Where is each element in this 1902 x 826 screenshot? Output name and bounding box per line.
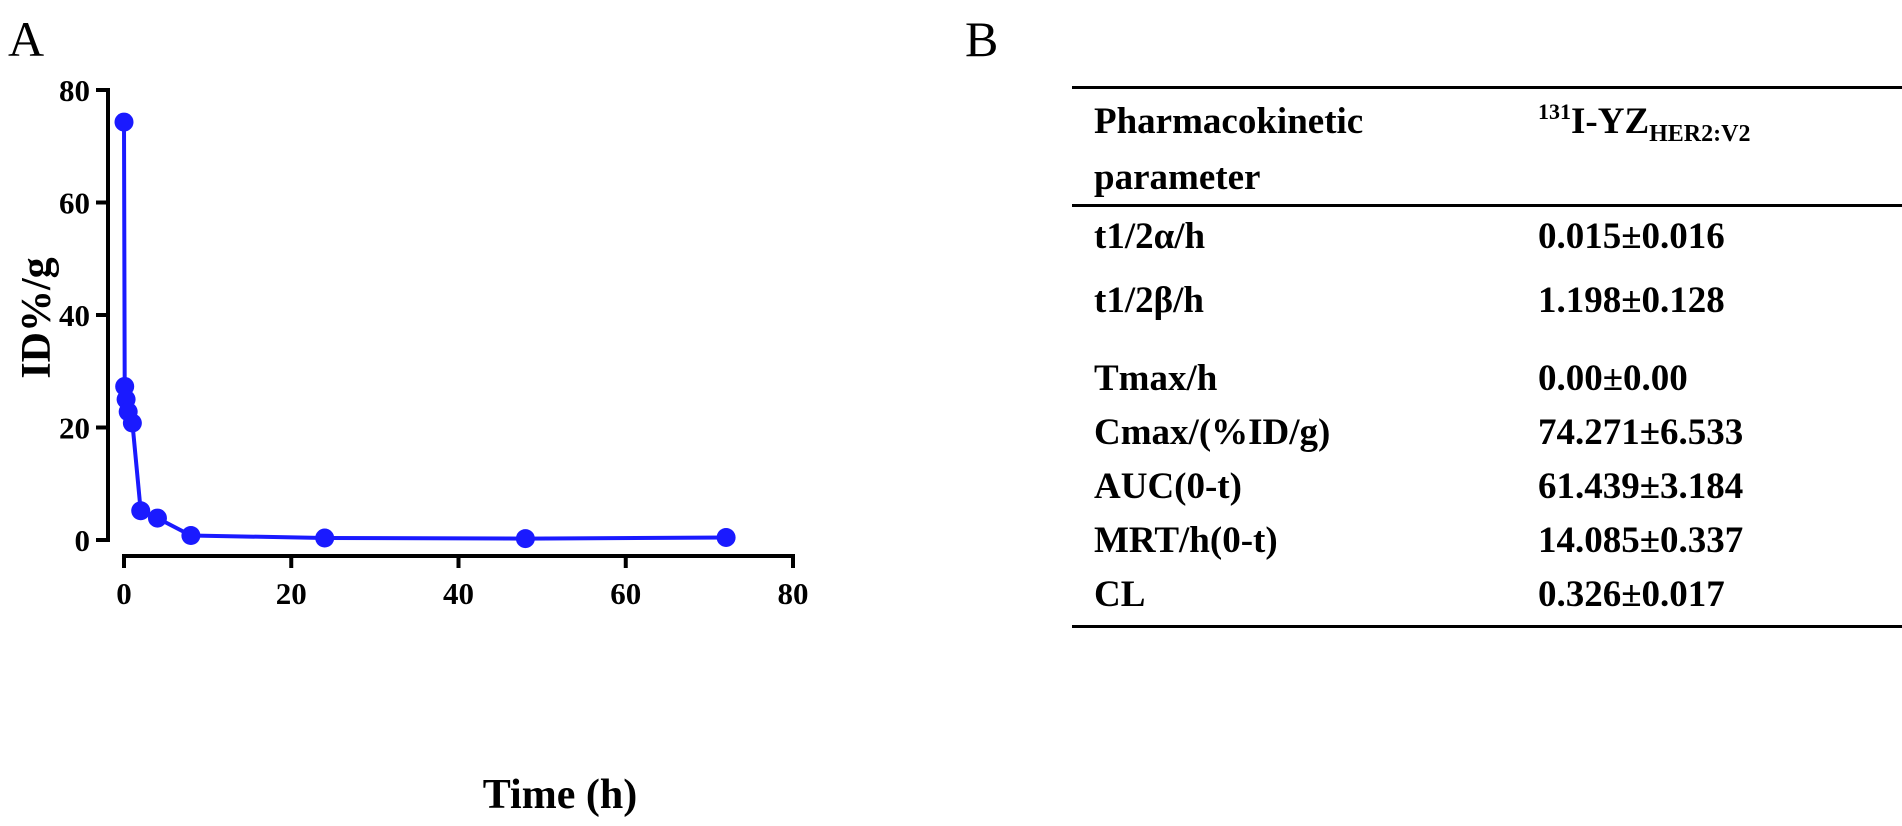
data-point (716, 527, 736, 547)
y-tick-label: 60 (59, 186, 90, 221)
row-param: MRT/h(0-t) (1094, 520, 1278, 561)
row-param: CL (1094, 574, 1146, 615)
chart-series (114, 112, 736, 549)
data-point (181, 526, 201, 545)
y-tick-label: 20 (59, 411, 90, 446)
row-value: 14.085±0.337 (1538, 520, 1744, 561)
x-tick-label: 20 (276, 576, 307, 611)
row-value: 61.439±3.184 (1538, 466, 1744, 507)
y-tick-label: 80 (59, 73, 90, 108)
header-agent-isotope: 131 (1538, 99, 1571, 124)
header-agent: 131I-YZHER2:V2 (1538, 98, 1751, 147)
table-header-rule (1072, 204, 1902, 207)
table-bottom-rule (1072, 625, 1902, 628)
data-point (147, 508, 167, 528)
header-agent-subscript: HER2:V2 (1649, 121, 1751, 147)
panel-label-a: A (8, 11, 45, 67)
header-agent-main: I-YZ (1571, 101, 1650, 142)
x-tick-label: 60 (610, 576, 641, 611)
row-param: t1/2β/h (1094, 280, 1204, 321)
data-point (114, 112, 134, 132)
x-tick-label: 0 (116, 576, 132, 611)
pk-line-chart: 0 20 40 60 80 0 20 40 60 80 ID%/g Time (h) (14, 73, 809, 818)
row-value: 0.326±0.017 (1538, 574, 1725, 615)
header-param-line1: Pharmacokinetic (1094, 101, 1364, 142)
chart-axes: 0 20 40 60 80 0 20 40 60 80 (59, 73, 809, 611)
table-top-rule (1072, 86, 1902, 89)
row-param: AUC(0-t) (1094, 466, 1242, 507)
row-value: 0.015±0.016 (1538, 216, 1725, 257)
x-axis-title: Time (h) (483, 772, 637, 818)
x-tick-label: 40 (443, 576, 474, 611)
header-param-line2: parameter (1094, 157, 1261, 198)
series-line (122, 122, 727, 541)
row-value: 1.198±0.128 (1538, 280, 1725, 321)
y-axis-title: ID%/g (14, 257, 60, 378)
row-param: Tmax/h (1094, 358, 1218, 399)
row-param: Cmax/(%ID/g) (1094, 412, 1331, 453)
x-tick-label: 80 (778, 576, 809, 611)
data-point (515, 529, 535, 549)
panel-label-b: B (965, 11, 999, 67)
data-point (122, 413, 142, 433)
y-tick-label: 0 (75, 523, 91, 558)
y-tick-label: 40 (59, 298, 90, 333)
data-point (131, 501, 151, 521)
row-value: 0.00±0.00 (1538, 358, 1688, 399)
row-param: t1/2α/h (1094, 216, 1206, 257)
data-point (315, 528, 335, 548)
row-value: 74.271±6.533 (1538, 412, 1744, 453)
